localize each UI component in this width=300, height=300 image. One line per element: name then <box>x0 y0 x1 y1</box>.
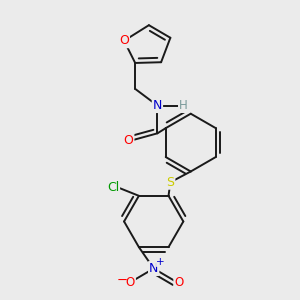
Text: N: N <box>153 99 162 112</box>
Text: −: − <box>117 274 128 287</box>
Text: H: H <box>179 99 188 112</box>
Text: N: N <box>149 262 158 275</box>
Text: O: O <box>119 34 129 47</box>
Text: S: S <box>167 176 174 189</box>
Text: O: O <box>174 276 184 289</box>
Text: O: O <box>124 134 134 147</box>
Text: Cl: Cl <box>107 181 119 194</box>
Text: O: O <box>126 276 135 289</box>
Text: +: + <box>156 257 165 267</box>
